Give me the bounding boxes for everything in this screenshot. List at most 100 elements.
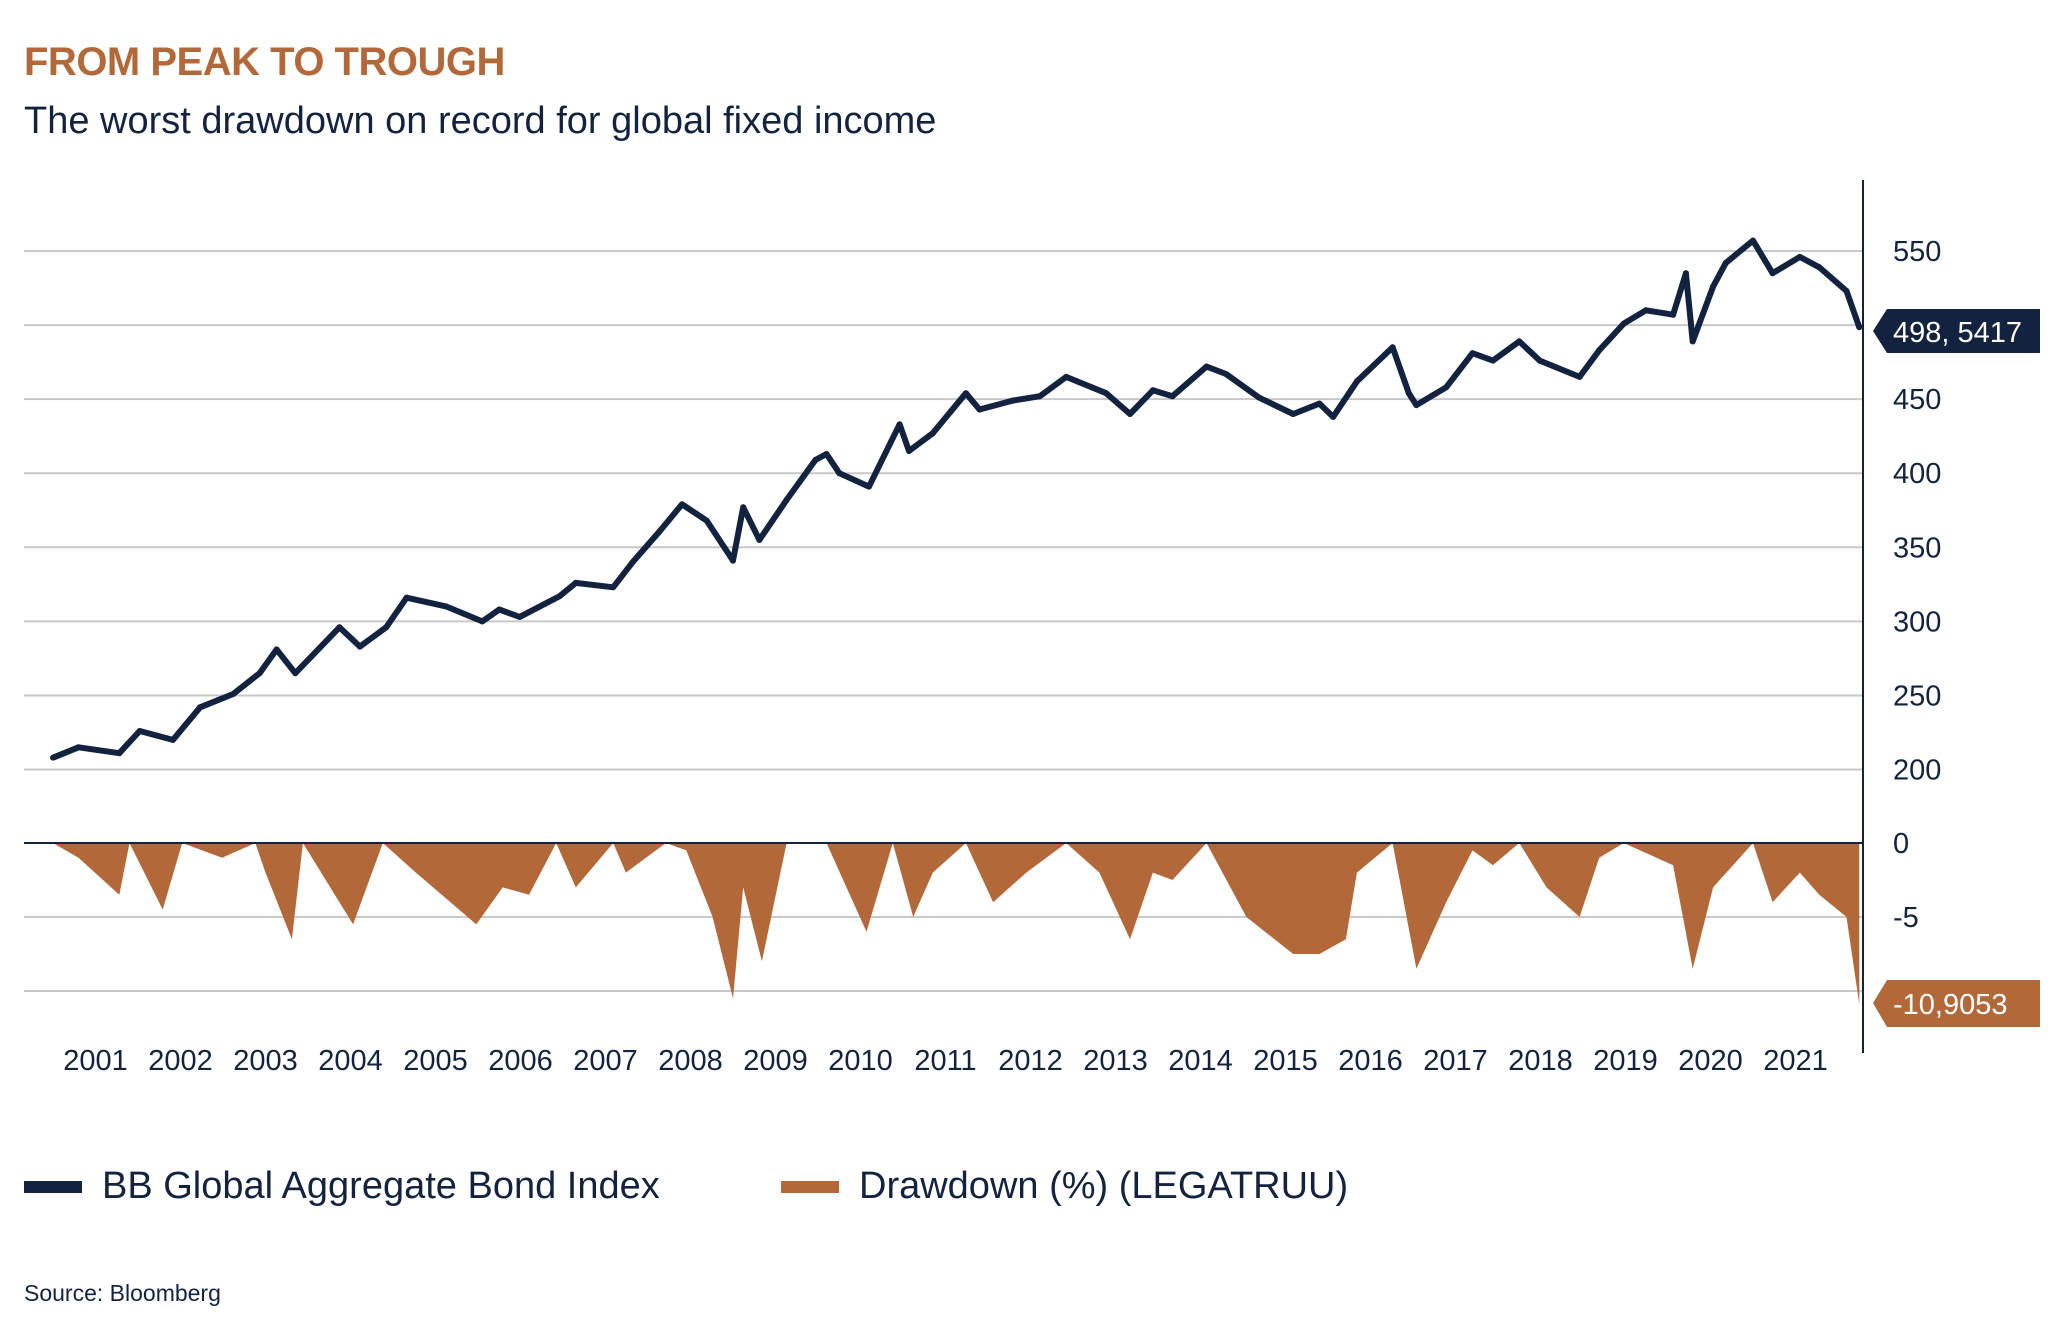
- index-point: [256, 670, 263, 677]
- index-point: [1796, 253, 1803, 260]
- index-point: [50, 754, 56, 761]
- x-tick-label: 2001: [63, 1045, 128, 1077]
- index-point: [1330, 413, 1337, 420]
- y-tick-label: 350: [1893, 532, 1941, 564]
- index-point: [1722, 259, 1729, 266]
- legend-swatch-drawdown: [781, 1180, 839, 1193]
- drawdown-last-value-tag-bg: [1873, 980, 2040, 1027]
- index-last-value-tag-bg: [1873, 309, 2040, 353]
- index-point: [656, 528, 663, 535]
- chart-subtitle: The worst drawdown on record for global …: [24, 100, 937, 142]
- index-point: [1689, 338, 1696, 345]
- y-tick-label: 400: [1893, 458, 1941, 490]
- index-point: [896, 421, 903, 428]
- index-point: [443, 603, 450, 610]
- index-point: [273, 646, 280, 653]
- index-line: [51, 237, 1863, 761]
- x-tick-label: 2010: [828, 1045, 893, 1077]
- index-point: [929, 430, 936, 437]
- index-point: [756, 536, 763, 543]
- index-point: [1682, 270, 1689, 277]
- x-tick-label: 2015: [1253, 1045, 1318, 1077]
- x-tick-label: 2018: [1508, 1045, 1573, 1077]
- index-point: [1856, 324, 1863, 331]
- axes: [24, 180, 1864, 1053]
- index-last-value-label: 498, 5417: [1893, 317, 2022, 349]
- index-point: [1389, 344, 1396, 351]
- index-point: [1536, 357, 1543, 364]
- index-point: [1103, 390, 1110, 397]
- index-point: [383, 624, 390, 631]
- y-tick-label: 300: [1893, 606, 1941, 638]
- x-tick-label: 2002: [148, 1045, 213, 1077]
- x-tick-label: 2011: [914, 1045, 976, 1077]
- index-point: [812, 456, 819, 463]
- index-point: [572, 579, 579, 586]
- index-point: [1816, 264, 1823, 271]
- index-point: [356, 643, 363, 650]
- index-point: [783, 496, 790, 503]
- index-point: [962, 390, 969, 397]
- index-point: [1769, 270, 1776, 277]
- x-tick-label: 2003: [233, 1045, 298, 1077]
- legend-item-drawdown: Drawdown (%) (LEGATRUU): [781, 1165, 1348, 1208]
- index-point: [1620, 320, 1627, 327]
- index-point: [1670, 311, 1677, 318]
- x-tick-label: 2009: [743, 1045, 808, 1077]
- index-point: [836, 470, 843, 477]
- legend-label-index: BB Global Aggregate Bond Index: [102, 1165, 660, 1207]
- drawdown-last-value-label: -10,9053: [1893, 989, 2008, 1021]
- index-point: [403, 594, 410, 601]
- x-tick-label: 2007: [573, 1045, 638, 1077]
- index-point: [976, 406, 983, 413]
- y-tick-label: 250: [1893, 680, 1941, 712]
- gridlines: [24, 250, 1863, 992]
- legend-swatch-index: [24, 1180, 82, 1193]
- chart-title: FROM PEAK TO TROUGH: [24, 40, 505, 84]
- index-point: [610, 584, 617, 591]
- legend-item-index: BB Global Aggregate Bond Index: [24, 1165, 660, 1208]
- index-point: [1203, 363, 1210, 370]
- x-tick-label: 2013: [1083, 1045, 1148, 1077]
- value-tags: 498, 5417 -10,9053: [1873, 309, 2040, 1027]
- index-point: [1149, 387, 1156, 394]
- index-point: [556, 593, 563, 600]
- index-point: [1443, 384, 1450, 391]
- index-point: [75, 744, 82, 751]
- x-tick-label: 2014: [1168, 1045, 1233, 1077]
- index-point: [1316, 400, 1323, 407]
- x-tick-label: 2020: [1678, 1045, 1743, 1077]
- index-point: [496, 606, 503, 613]
- x-tick-label: 2019: [1593, 1045, 1658, 1077]
- index-point: [1843, 288, 1850, 295]
- y-tick-label: 450: [1893, 384, 1941, 416]
- tick-labels: 550 450 400 350 300 250 200 0 -5 2001 2002 2003 2004…: [63, 236, 1941, 1077]
- index-point: [116, 750, 123, 757]
- index-point: [292, 670, 299, 677]
- y-tick-label: -5: [1893, 902, 1919, 934]
- index-point: [1469, 350, 1476, 357]
- legend-label-drawdown: Drawdown (%) (LEGATRUU): [859, 1165, 1349, 1207]
- index-point: [1256, 394, 1263, 401]
- x-tick-label: 2008: [658, 1045, 723, 1077]
- index-point: [197, 704, 204, 711]
- index-point: [1290, 410, 1297, 417]
- y-tick-label: 0: [1893, 828, 1909, 860]
- index-point: [1642, 307, 1649, 314]
- index-point: [136, 728, 143, 735]
- index-point: [730, 557, 736, 564]
- index-point: [1489, 357, 1496, 364]
- x-tick-label: 2012: [998, 1045, 1063, 1077]
- index-point: [479, 618, 486, 625]
- index-point: [1405, 390, 1412, 397]
- index-point: [866, 483, 872, 490]
- index-point: [679, 501, 685, 508]
- index-point: [169, 736, 176, 743]
- x-tick-label: 2017: [1423, 1045, 1488, 1077]
- index-point: [1223, 370, 1229, 377]
- index-point: [1576, 373, 1583, 380]
- index-point: [1009, 397, 1016, 404]
- y-tick-label: 200: [1893, 755, 1941, 787]
- index-point: [1596, 347, 1603, 354]
